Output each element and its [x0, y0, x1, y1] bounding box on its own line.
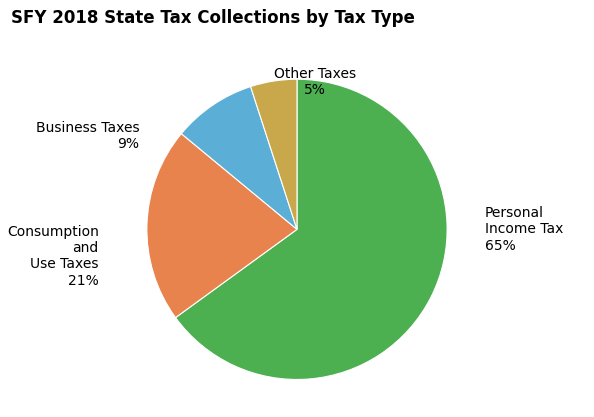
Text: Other Taxes
5%: Other Taxes 5% [274, 67, 356, 97]
Text: Personal
Income Tax
65%: Personal Income Tax 65% [485, 206, 563, 253]
Wedge shape [147, 134, 297, 318]
Text: SFY 2018 State Tax Collections by Tax Type: SFY 2018 State Tax Collections by Tax Ty… [11, 9, 415, 27]
Text: Business Taxes
9%: Business Taxes 9% [36, 121, 140, 151]
Wedge shape [176, 79, 447, 379]
Wedge shape [181, 87, 297, 229]
Wedge shape [251, 79, 297, 229]
Text: Consumption
and
Use Taxes
21%: Consumption and Use Taxes 21% [7, 225, 99, 288]
